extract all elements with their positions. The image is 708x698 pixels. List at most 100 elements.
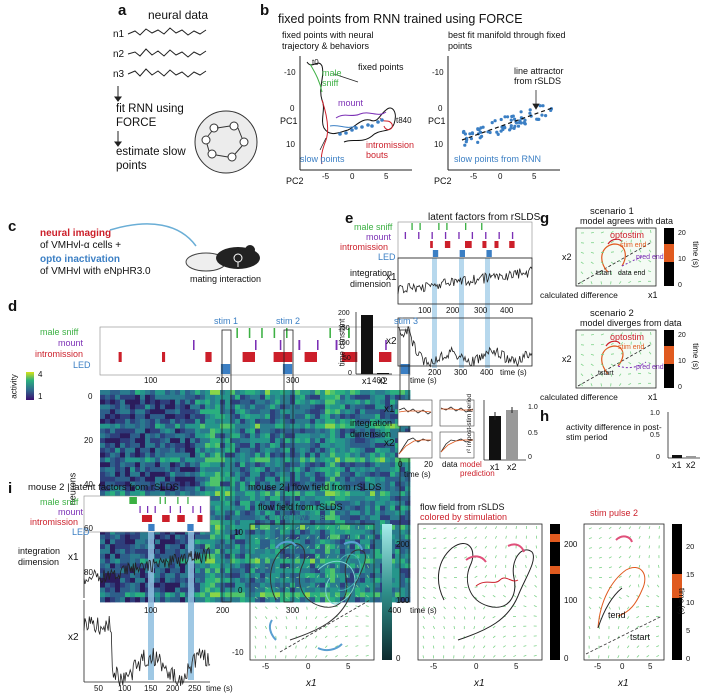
heatmap-cell — [150, 438, 156, 444]
heatmap-cell — [270, 457, 276, 463]
heatmap-cell — [300, 587, 306, 593]
heatmap-cell — [310, 544, 316, 550]
heatmap-cell — [255, 549, 261, 555]
heatmap-cell — [320, 467, 326, 473]
heatmap-cell — [310, 467, 316, 473]
heatmap-cell — [135, 423, 141, 429]
heatmap-cell — [145, 467, 151, 473]
heatmap-cell — [220, 534, 226, 540]
flow-arrow — [638, 259, 642, 263]
d-xtick-bottom: 400 — [388, 606, 402, 615]
flow-arrow — [492, 594, 496, 598]
heatmap-cell — [300, 534, 306, 540]
heatmap-cell — [390, 443, 396, 449]
heatmap-cell — [315, 568, 321, 574]
heatmap-cell — [265, 399, 271, 405]
heatmap-cell — [110, 544, 116, 550]
heatmap-cell — [325, 539, 331, 545]
heatmap-cell — [185, 481, 191, 487]
heatmap-cell — [350, 505, 356, 511]
heatmap-cell — [405, 520, 411, 526]
heatmap-cell — [140, 457, 146, 463]
flow-arrow — [656, 654, 660, 658]
heatmap-cell — [235, 500, 241, 507]
heatmap-cell — [175, 568, 181, 574]
heatmap-cell — [275, 471, 281, 478]
g-stim-end-1: stim end — [620, 242, 647, 249]
e-xtick-bottom: 400 — [480, 368, 494, 377]
heatmap-cell — [135, 491, 141, 497]
heatmap-cell — [195, 428, 201, 434]
heatmap-cell — [215, 539, 221, 545]
heatmap-cell — [185, 452, 191, 458]
heatmap-cell — [105, 568, 111, 574]
flow-arrow — [306, 555, 310, 559]
heatmap-cell — [125, 592, 131, 598]
g-cbar-tick: 10 — [678, 256, 686, 263]
flow-arrow — [464, 526, 467, 530]
panel-b-right-subtitle: best fit manifold through fixed points — [448, 30, 566, 51]
flow-arrow — [492, 625, 496, 629]
heatmap-cell — [385, 496, 391, 502]
heatmap-cell — [300, 457, 306, 463]
heatmap-cell — [115, 481, 121, 487]
flow-arrow — [598, 556, 602, 559]
heatmap-cell — [300, 409, 306, 415]
heatmap-cell — [165, 553, 171, 560]
heatmap-cell — [265, 452, 271, 458]
heatmap-cell — [390, 447, 396, 454]
heatmap-cell — [270, 404, 276, 410]
flow-arrow — [314, 594, 318, 598]
activity-colorbar — [26, 372, 34, 400]
bar-ytick: 200 — [338, 310, 350, 317]
heatmap-cell — [335, 423, 341, 429]
heatmap-cell — [160, 553, 166, 560]
heatmap-cell — [370, 467, 376, 473]
heatmap-cell — [340, 423, 346, 429]
heatmap-cell — [265, 457, 271, 463]
g-data-end: data end — [618, 270, 646, 277]
heatmap-cell — [265, 409, 271, 415]
heatmap-cell — [200, 428, 206, 434]
heatmap-cell — [405, 491, 411, 497]
heatmap-cell — [390, 563, 396, 569]
heatmap-cell — [220, 553, 226, 560]
heatmap-cell — [380, 491, 386, 497]
heatmap-cell — [225, 529, 231, 535]
heatmap-cell — [180, 404, 186, 410]
heatmap-cell — [140, 592, 146, 598]
heatmap-cell — [270, 539, 276, 545]
slow-point — [509, 124, 513, 128]
flow-arrow — [443, 586, 447, 589]
heatmap-cell — [345, 496, 351, 502]
j-ytick: -10 — [232, 648, 244, 657]
flow-arrow — [590, 281, 593, 285]
heatmap-cell — [270, 452, 276, 458]
heatmap-cell — [195, 563, 201, 569]
flow-arrow — [422, 537, 426, 540]
behavior-mark — [418, 232, 420, 239]
heatmap-cell — [160, 467, 166, 473]
flow-arrow — [610, 363, 614, 367]
heatmap-cell — [145, 399, 151, 405]
heatmap-cell — [140, 553, 146, 560]
mouse2-x2-trace — [83, 615, 211, 687]
heatmap-cell — [275, 476, 281, 482]
heatmap-cell — [345, 452, 351, 458]
heatmap-cell — [345, 486, 351, 492]
behavior-mark — [177, 497, 179, 504]
heatmap-cell — [165, 486, 171, 492]
flow-arrow — [484, 545, 488, 549]
heatmap-cell — [260, 577, 266, 584]
heatmap-cell — [225, 500, 231, 507]
heatmap-cell — [325, 582, 331, 588]
heatmap-cell — [400, 539, 406, 545]
heatmap-cell — [400, 481, 406, 487]
heatmap-cell — [375, 568, 381, 574]
heatmap-cell — [225, 457, 231, 463]
heatmap-cell — [185, 390, 191, 396]
flow-arrow — [628, 373, 632, 375]
heatmap-cell — [245, 553, 251, 560]
behavior-mark — [465, 241, 472, 248]
heatmap-cell — [260, 587, 266, 593]
